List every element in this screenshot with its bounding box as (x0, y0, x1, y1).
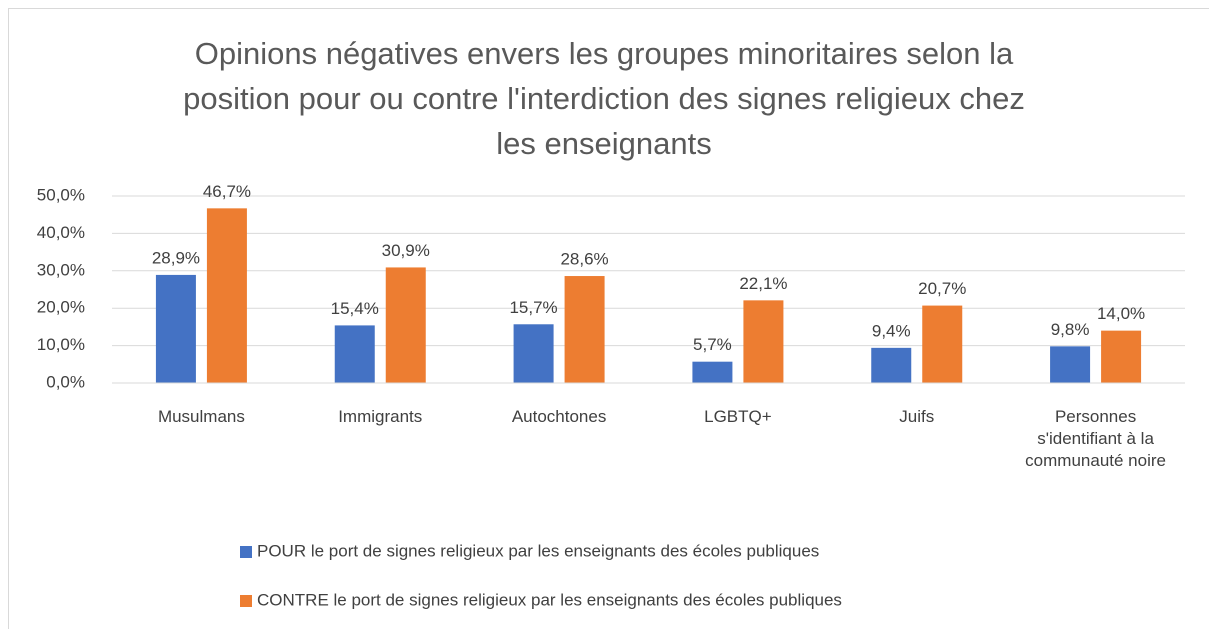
data-label: 46,7% (203, 182, 251, 201)
data-label: 14,0% (1097, 304, 1145, 323)
bar (564, 276, 605, 383)
x-tick-label: Musulmans (157, 407, 245, 426)
x-tick-label: LGBTQ+ (704, 407, 772, 426)
data-label: 5,7% (693, 335, 732, 354)
data-label: 15,4% (331, 299, 379, 318)
bar (871, 347, 912, 383)
bar (334, 325, 375, 383)
data-label: 30,9% (382, 241, 430, 260)
data-label: 9,4% (872, 321, 911, 340)
bar (513, 324, 554, 383)
bar (922, 305, 963, 383)
data-label: 20,7% (918, 279, 966, 298)
data-label: 9,8% (1051, 320, 1090, 339)
bar (206, 208, 247, 383)
chart-border (8, 8, 1209, 629)
data-label: 15,7% (509, 298, 557, 317)
x-tick-label: Juifs (899, 407, 935, 426)
chart-title: les enseignants (496, 126, 711, 161)
data-label: 28,6% (560, 250, 608, 269)
legend-swatch (240, 595, 252, 607)
legend-label: POUR le port de signes religieux par les… (257, 541, 819, 560)
y-tick-label: 20,0% (37, 298, 85, 317)
x-tick-label: Autochtones (511, 407, 607, 426)
legend-swatch (240, 546, 252, 558)
data-label: 22,1% (739, 274, 787, 293)
bar (385, 267, 426, 383)
bar (692, 361, 733, 383)
bar (1101, 330, 1142, 383)
data-label: 28,9% (152, 248, 200, 267)
y-tick-label: 30,0% (37, 260, 85, 279)
bar (155, 274, 196, 383)
y-tick-label: 40,0% (37, 223, 85, 242)
x-tick-label: Immigrants (338, 407, 423, 426)
y-tick-label: 10,0% (37, 335, 85, 354)
y-tick-label: 50,0% (37, 185, 85, 204)
y-tick-label: 0,0% (46, 372, 85, 391)
x-tick-label: Personnes s'identifiant à la communauté … (1025, 407, 1166, 470)
bar (743, 300, 784, 383)
bar (1050, 346, 1091, 383)
chart-title: Opinions négatives envers les groupes mi… (195, 36, 1014, 71)
chart-title: position pour ou contre l'interdiction d… (183, 81, 1025, 116)
legend-label: CONTRE le port de signes religieux par l… (257, 590, 842, 609)
